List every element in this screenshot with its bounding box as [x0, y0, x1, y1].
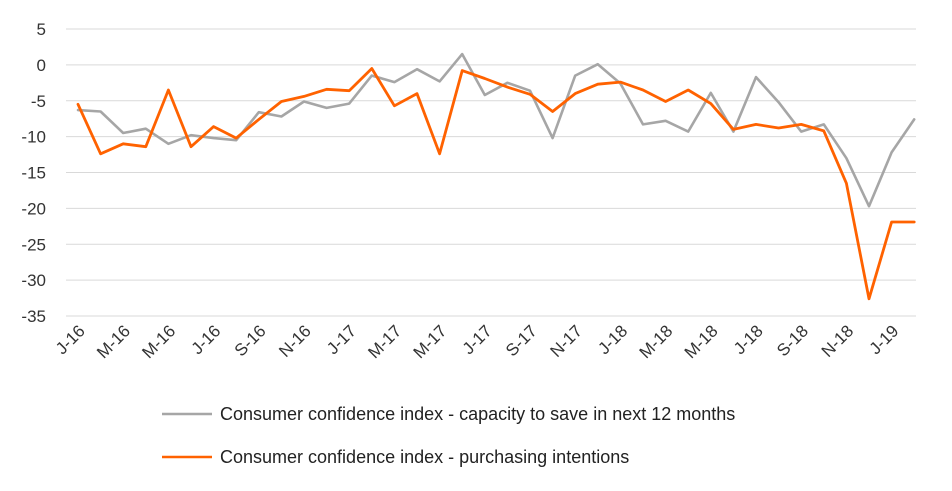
- legend-label-purchasing-intentions: Consumer confidence index - purchasing i…: [220, 447, 629, 467]
- x-tick-label: S-17: [502, 321, 541, 360]
- legend-label-capacity-to-save: Consumer confidence index - capacity to …: [220, 404, 735, 424]
- x-tick-label: S-18: [773, 321, 812, 360]
- x-tick-label: J-17: [459, 321, 496, 358]
- x-axis-ticks: J-16 M-16 M-16 J-16 S-16 N-16 J-17 M-17 M-17 J-17…: [52, 321, 902, 362]
- y-tick-label: -15: [21, 164, 46, 183]
- y-tick-label: 0: [37, 56, 46, 75]
- series-line-purchasing-intentions: [76, 67, 916, 301]
- x-tick-label: N-17: [547, 321, 586, 360]
- y-tick-label: -10: [21, 128, 46, 147]
- legend: Consumer confidence index - capacity to …: [162, 404, 735, 467]
- y-tick-label: -35: [21, 307, 46, 326]
- x-tick-label: J-19: [866, 321, 903, 358]
- y-tick-label: 5: [37, 20, 46, 39]
- x-tick-label: J-18: [730, 321, 767, 358]
- x-tick-label: M-18: [681, 321, 722, 362]
- x-tick-label: M-17: [410, 321, 451, 362]
- x-tick-label: J-16: [188, 321, 225, 358]
- y-tick-label: -5: [31, 92, 46, 111]
- x-tick-label: M-18: [636, 321, 677, 362]
- x-tick-label: M-16: [93, 321, 134, 362]
- x-tick-label: M-16: [138, 321, 179, 362]
- gridlines: [66, 28, 916, 317]
- x-tick-label: N-18: [818, 321, 857, 360]
- x-tick-label: J-16: [52, 321, 89, 358]
- series-line-capacity-to-save: [76, 52, 916, 208]
- y-tick-label: -30: [21, 271, 46, 290]
- x-tick-label: M-17: [364, 321, 405, 362]
- y-tick-label: -25: [21, 235, 46, 254]
- x-tick-label: S-16: [231, 321, 270, 360]
- x-tick-label: J-18: [594, 321, 631, 358]
- x-tick-label: N-16: [275, 321, 314, 360]
- x-tick-label: J-17: [323, 321, 360, 358]
- y-tick-label: -20: [21, 199, 46, 218]
- series-lines: [76, 52, 916, 301]
- y-axis-ticks: 5 0 -5 -10 -15 -20 -25 -30 -35: [21, 20, 46, 326]
